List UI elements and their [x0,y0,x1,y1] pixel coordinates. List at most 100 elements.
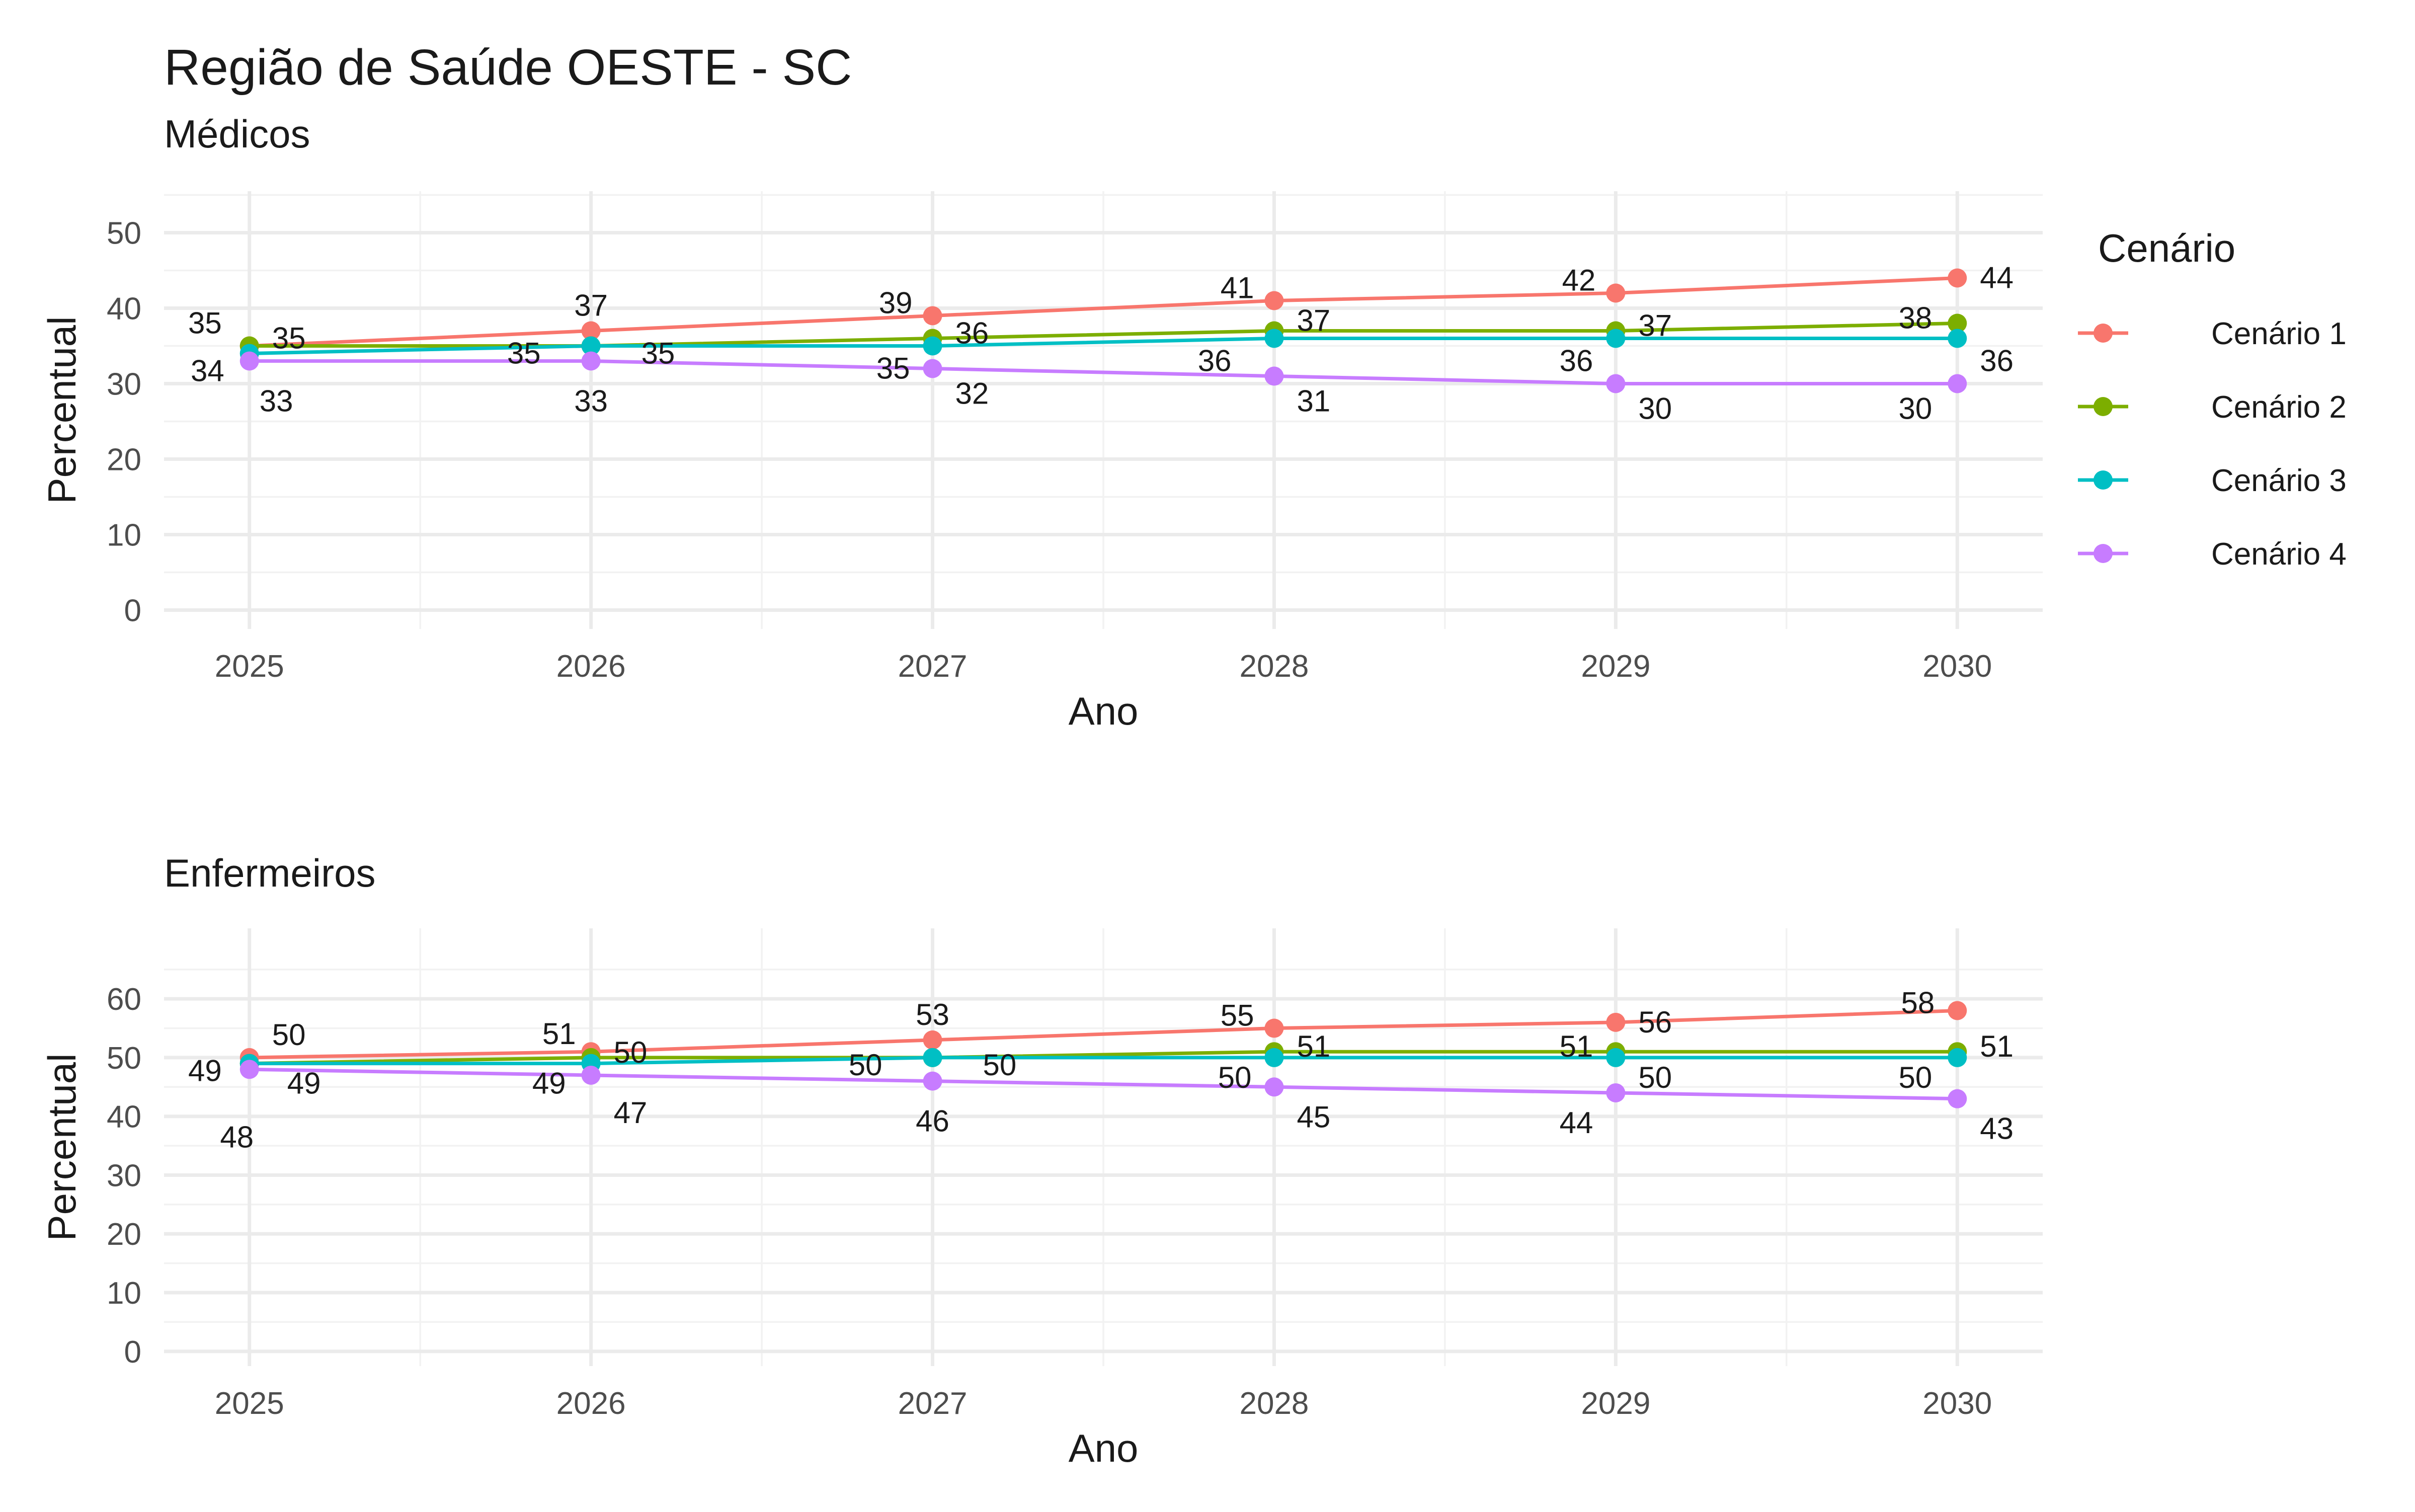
data-label: 30 [1638,392,1672,426]
data-label: 56 [1638,1005,1672,1039]
legend-title: Cenário [2098,226,2235,270]
data-point [1264,1048,1284,1067]
data-label: 49 [287,1067,321,1100]
data-point [1264,1077,1284,1097]
panel-subtitle: Enfermeiros [164,851,375,895]
y-tick-label: 20 [107,1217,141,1252]
data-label: 31 [1297,384,1330,418]
data-label: 38 [1899,301,1933,335]
series-line-4 [249,359,1958,385]
y-tick-label: 50 [107,1041,141,1076]
x-tick-label: 2026 [556,1386,626,1421]
data-label: 36 [1560,344,1593,378]
data-label: 33 [574,384,608,418]
legend-label: Cenário 2 [2211,390,2347,425]
data-label: 48 [220,1120,254,1154]
data-label: 34 [191,354,224,388]
x-tick-label: 2025 [215,1386,284,1421]
y-tick-label: 0 [124,594,141,628]
data-label: 50 [849,1048,882,1082]
legend-label: Cenário 1 [2211,316,2347,351]
x-tick-label: 2030 [1922,1386,1992,1421]
y-tick-label: 30 [107,367,141,402]
data-label: 51 [542,1017,576,1051]
data-point [1264,329,1284,348]
data-label: 36 [1198,344,1232,378]
data-label: 55 [1221,999,1254,1032]
data-point [923,1030,942,1050]
data-label: 33 [260,384,293,418]
y-tick-label: 30 [107,1158,141,1193]
data-point [1264,291,1284,310]
data-label: 51 [1980,1029,2014,1063]
data-label: 51 [1560,1029,1593,1063]
data-label: 50 [1218,1061,1252,1094]
data-point [923,306,942,326]
data-label: 42 [1562,264,1596,297]
data-point [581,321,601,341]
data-label: 39 [879,286,913,320]
series-line-4 [249,1067,1958,1101]
data-point [581,336,601,356]
data-label: 35 [507,337,541,370]
legend-key-point [2094,397,2113,416]
data-label: 35 [272,322,306,355]
data-label: 37 [1297,304,1330,338]
data-point [1948,329,1967,348]
legend-entry-1: Cenário 1 [2078,316,2347,351]
data-label: 51 [1297,1029,1330,1063]
data-point [1264,1018,1284,1038]
data-point [923,1048,942,1067]
data-label: 50 [614,1036,648,1069]
y-tick-label: 10 [107,1276,141,1311]
data-label: 37 [1638,309,1672,343]
data-label: 36 [955,316,989,350]
legend-label: Cenário 3 [2211,463,2347,498]
data-label: 47 [614,1096,648,1130]
data-label: 50 [1899,1061,1933,1094]
data-point [1948,1089,1967,1108]
data-point [1264,366,1284,386]
x-tick-label: 2029 [1581,649,1650,684]
series-line-2 [249,1050,1958,1066]
data-label: 50 [983,1048,1017,1082]
data-label: 49 [188,1054,222,1088]
data-point [1948,1048,1967,1067]
legend-entry-4: Cenário 4 [2078,537,2347,572]
x-tick-label: 2028 [1239,1386,1309,1421]
y-tick-label: 10 [107,518,141,553]
x-axis-title: Ano [1069,689,1139,733]
data-label: 58 [1901,986,1935,1019]
data-point [1606,1012,1626,1032]
y-tick-label: 40 [107,1100,141,1135]
data-label: 43 [1980,1112,2014,1146]
legend-key-point [2094,470,2113,490]
x-tick-label: 2027 [898,649,968,684]
data-label: 36 [1980,344,2014,378]
data-point [1606,1048,1626,1067]
series-line-1 [249,276,1958,348]
data-point [239,351,259,371]
data-point [1606,283,1626,303]
data-label: 44 [1980,261,2014,295]
legend-entry-2: Cenário 2 [2078,390,2347,425]
data-point [581,351,601,371]
data-label: 50 [272,1018,306,1052]
data-point [923,359,942,378]
y-tick-label: 50 [107,216,141,251]
data-point [239,1060,259,1079]
x-tick-label: 2026 [556,649,626,684]
series-line-3 [249,1056,1958,1066]
data-point [1948,1001,1967,1020]
data-label: 45 [1297,1100,1330,1134]
data-label: 32 [955,377,989,411]
data-point [1606,1083,1626,1102]
data-point [923,1071,942,1091]
data-label: 35 [641,337,675,370]
series-line-1 [249,1008,1958,1060]
chart-title: Região de Saúde OESTE - SC [164,39,852,96]
data-label: 30 [1899,392,1933,426]
